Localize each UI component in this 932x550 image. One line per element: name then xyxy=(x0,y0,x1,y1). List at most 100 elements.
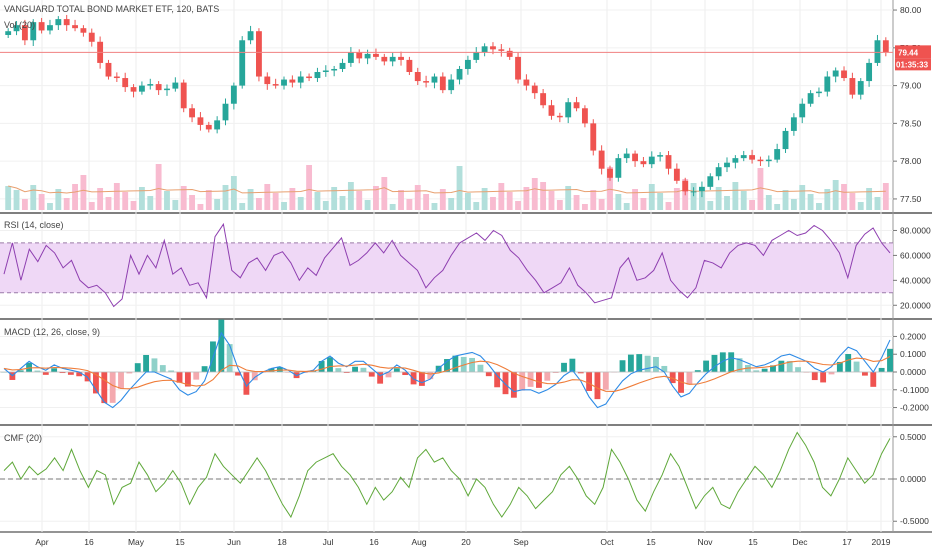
macd-histogram-bar xyxy=(159,365,166,372)
volume-bar xyxy=(807,194,814,210)
volume-bar xyxy=(657,193,664,210)
volume-bar xyxy=(439,189,446,210)
candle-body xyxy=(565,102,572,118)
macd-histogram-bar xyxy=(218,319,225,372)
volume-bar xyxy=(540,182,547,210)
volume-bar xyxy=(498,183,505,210)
macd-histogram-bar xyxy=(251,372,258,381)
price-pane-title: VANGUARD TOTAL BOND MARKET ETF, 120, BAT… xyxy=(4,4,219,14)
candle-body xyxy=(515,56,521,80)
volume-bar xyxy=(297,197,304,210)
macd-histogram-bar xyxy=(368,372,375,377)
candle-body xyxy=(122,78,129,88)
candle-body xyxy=(381,56,388,62)
volume-bar xyxy=(699,192,705,210)
macd-histogram-bar xyxy=(786,360,793,372)
macd-histogram-bar xyxy=(753,370,760,372)
macd-histogram-bar xyxy=(385,372,392,378)
macd-histogram-bar xyxy=(811,372,818,381)
volume-bar xyxy=(289,188,296,210)
macd-histogram-bar xyxy=(510,372,517,398)
candle-body xyxy=(540,93,547,106)
volume-bar xyxy=(765,195,772,210)
macd-tick-label: 0.0000 xyxy=(900,367,926,377)
candle-body xyxy=(506,50,513,57)
volume-bar xyxy=(740,191,747,210)
volume-bar xyxy=(874,197,881,210)
volume-bar xyxy=(13,190,20,210)
x-tick-label: Dec xyxy=(792,537,808,547)
candle-body xyxy=(439,76,446,91)
candle-body xyxy=(866,62,873,82)
macd-histogram-bar xyxy=(268,368,275,372)
volume-bar xyxy=(105,197,112,210)
x-tick-label: Sep xyxy=(513,537,528,547)
volume-bar xyxy=(573,195,580,210)
volume-bar xyxy=(581,204,588,210)
volume-bar xyxy=(72,184,78,210)
x-tick-label: 2019 xyxy=(872,537,891,547)
macd-histogram-bar xyxy=(703,360,710,372)
macd-histogram-bar xyxy=(352,366,358,372)
candle-body xyxy=(356,52,363,59)
macd-tick-label: 0.1000 xyxy=(900,349,926,359)
candle-body xyxy=(590,123,597,151)
price-tick-label: 80.00 xyxy=(900,5,922,15)
candle-body xyxy=(38,22,45,31)
x-tick-label: Apr xyxy=(35,537,48,547)
macd-histogram-bar xyxy=(469,357,476,372)
volume-bar xyxy=(47,203,53,210)
volume-bar xyxy=(356,191,363,210)
volume-bar xyxy=(799,185,806,210)
macd-histogram-bar xyxy=(235,372,241,376)
macd-histogram-bar xyxy=(184,372,191,387)
candle-body xyxy=(841,70,847,79)
volume-bar xyxy=(598,199,605,210)
price-tick-label: 77.50 xyxy=(900,194,922,204)
macd-histogram-bar xyxy=(694,370,701,372)
macd-histogram-bar xyxy=(452,355,459,372)
x-tick-label: 15 xyxy=(748,537,758,547)
candle-body xyxy=(673,168,680,181)
macd-histogram-bar xyxy=(661,365,668,372)
candle-body xyxy=(531,85,538,94)
macd-histogram-bar xyxy=(820,372,827,383)
x-tick-label: Aug xyxy=(411,537,426,547)
cmf-line xyxy=(3,431,891,519)
volume-bar xyxy=(431,203,438,210)
macd-histogram-bar xyxy=(67,372,74,375)
macd-histogram-bar xyxy=(519,372,526,391)
macd-histogram-bar xyxy=(778,360,785,372)
volume-bar xyxy=(138,187,145,210)
macd-histogram-bar xyxy=(561,362,567,372)
volume-bar xyxy=(281,202,287,210)
volume-bar xyxy=(130,201,137,210)
volume-bar xyxy=(364,200,371,210)
macd-histogram-bar xyxy=(118,372,124,389)
candle-body xyxy=(88,32,95,42)
candle-body xyxy=(874,40,881,63)
volume-bar xyxy=(506,192,513,210)
candle-body xyxy=(105,62,112,77)
macd-histogram-bar xyxy=(101,372,108,404)
macd-histogram-bar xyxy=(636,354,643,372)
macd-tick-label: -0.1000 xyxy=(900,385,929,395)
rsi-line xyxy=(3,222,891,308)
candle-body xyxy=(648,156,655,165)
candle-body xyxy=(205,124,212,130)
macd-histogram-bar xyxy=(34,370,41,372)
volume-bar xyxy=(749,200,756,210)
volume-bar xyxy=(882,183,889,210)
candle-body xyxy=(180,82,187,109)
candle-body xyxy=(297,76,304,83)
candle-body xyxy=(197,117,204,125)
candle-body xyxy=(607,168,613,178)
cmf-tick-label: 0.0000 xyxy=(900,474,926,484)
macd-histogram-bar xyxy=(343,372,350,373)
volume-bar xyxy=(732,182,739,210)
macd-histogram-bar xyxy=(59,372,66,374)
volume-bar xyxy=(632,189,638,210)
volume-bar xyxy=(205,190,212,210)
candle-body xyxy=(272,84,279,86)
